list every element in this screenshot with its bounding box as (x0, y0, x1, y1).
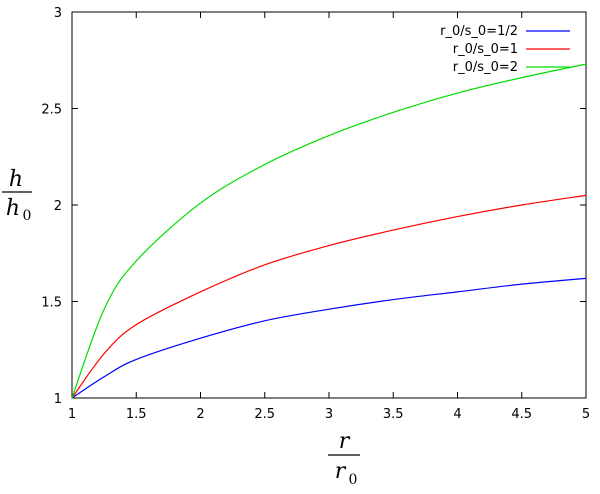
series-lines (71, 63, 587, 399)
series-line-2 (71, 63, 587, 399)
x-tick-label: 5 (582, 407, 590, 422)
y-tick-label: 2.5 (41, 103, 62, 118)
x-tick-label: 1 (68, 407, 76, 422)
x-label-denominator-sub: 0 (349, 472, 358, 488)
x-label-numerator: r (339, 429, 351, 454)
y-label-numerator: h (9, 167, 23, 192)
x-tick-label: 3.5 (383, 407, 404, 422)
x-tick-label: 2 (196, 407, 204, 422)
y-tick-label: 2 (54, 199, 62, 214)
legend-label-0: r_0/s_0=1/2 (440, 24, 518, 39)
x-tick-label: 4.5 (511, 407, 532, 422)
x-tick-label: 1.5 (126, 407, 147, 422)
tick-labels: 1 1.5 2 2.5 3 3.5 4 4.5 5 1 1.5 2 2.5 3 (41, 6, 590, 422)
series-line-1 (71, 194, 587, 399)
x-tick-label: 4 (453, 407, 461, 422)
series-line-0 (71, 277, 587, 399)
x-tick-label: 3 (325, 407, 333, 422)
legend-label-2: r_0/s_0=2 (453, 60, 518, 75)
x-tick-label: 2.5 (254, 407, 275, 422)
x-axis-label: r r 0 (328, 429, 360, 488)
x-label-denominator: r (335, 459, 347, 484)
y-tick-label: 1 (54, 392, 62, 407)
legend: r_0/s_0=1/2 r_0/s_0=1 r_0/s_0=2 (440, 24, 570, 75)
tick-marks (71, 11, 587, 399)
y-label-denominator-sub: 0 (23, 208, 32, 224)
y-tick-label: 3 (54, 6, 62, 21)
y-tick-label: 1.5 (41, 296, 62, 311)
legend-label-1: r_0/s_0=1 (453, 42, 518, 57)
y-axis-label: h h 0 (2, 167, 32, 224)
y-label-denominator: h (6, 196, 20, 221)
